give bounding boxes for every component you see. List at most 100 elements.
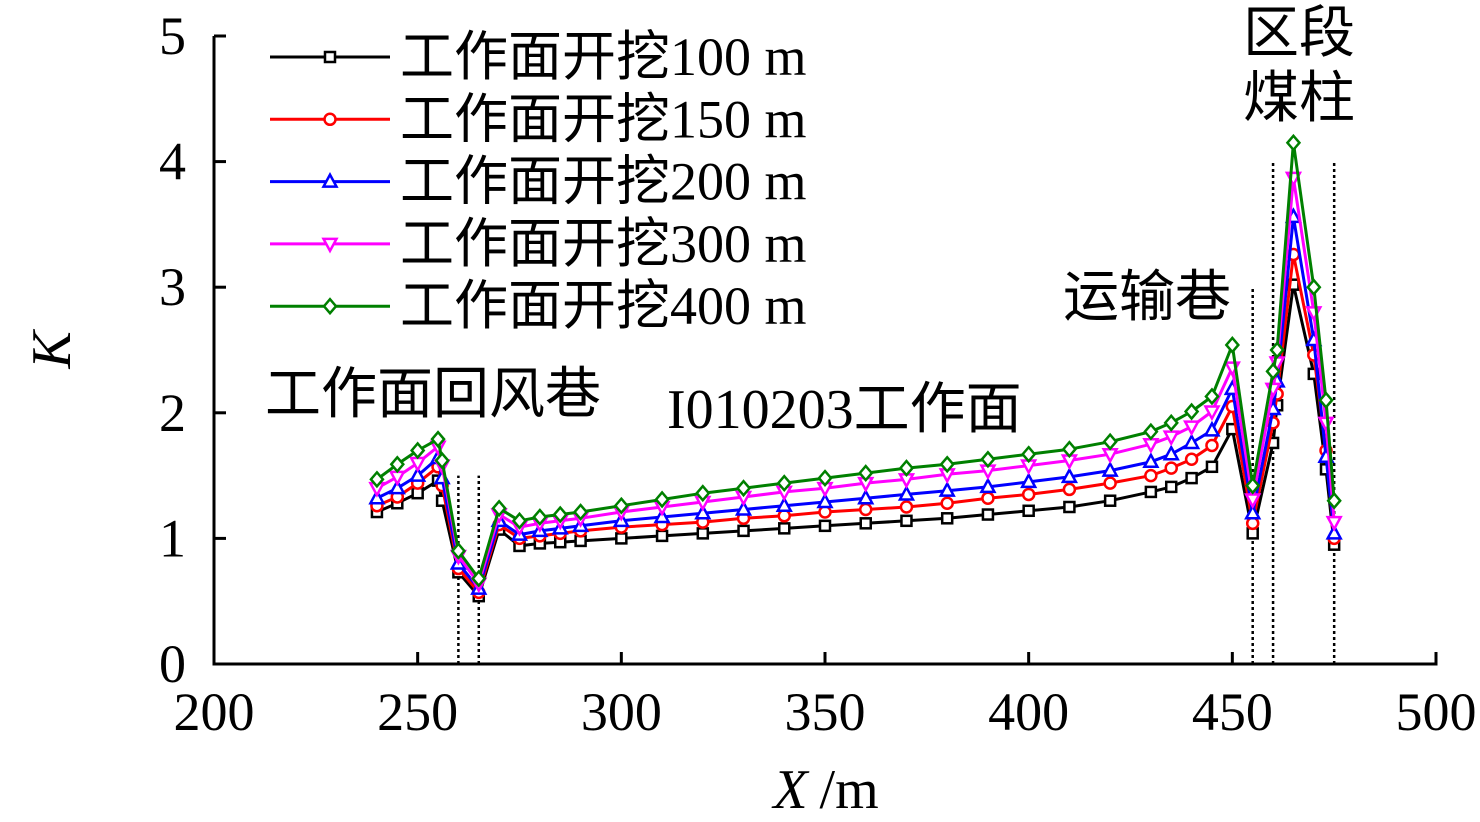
x-axis-label: X/m <box>771 759 878 821</box>
data-point <box>1143 422 1159 441</box>
data-point <box>1101 447 1119 464</box>
data-point <box>980 450 996 469</box>
data-point <box>1022 504 1035 518</box>
legend-entry: 工作面开挖100 m <box>270 27 807 87</box>
data-point <box>450 542 467 560</box>
data-point <box>981 491 995 505</box>
data-point <box>1144 468 1158 483</box>
x-tick-label: 400 <box>988 682 1069 742</box>
data-point <box>1203 405 1221 422</box>
data-point <box>1183 433 1201 450</box>
legend-entry: 工作面开挖200 m <box>270 152 807 212</box>
data-point <box>369 470 385 489</box>
data-point <box>897 484 916 501</box>
data-point <box>981 508 995 521</box>
legend-marker <box>321 171 339 188</box>
series-4 <box>369 133 1342 588</box>
data-point <box>1245 476 1261 495</box>
data-point <box>940 496 954 510</box>
data-point <box>1183 420 1201 437</box>
legend-label: 工作面开挖100 m <box>400 27 807 87</box>
data-point <box>1326 491 1342 510</box>
legend-label: 工作面开挖300 m <box>400 214 807 274</box>
data-point <box>899 500 914 514</box>
data-point <box>778 522 791 535</box>
data-point <box>1204 387 1220 406</box>
annotation-haulage-roadway: 运输巷 <box>1063 267 1231 329</box>
data-point <box>409 456 427 473</box>
x-axis-label-variable: X <box>771 759 810 821</box>
data-point <box>1144 485 1158 499</box>
y-tick-label: 2 <box>159 383 186 443</box>
data-point <box>1142 437 1160 454</box>
data-point <box>940 512 954 525</box>
data-point <box>430 430 446 449</box>
data-point <box>434 451 450 470</box>
data-point <box>388 478 406 495</box>
data-point <box>818 519 832 533</box>
legend-entry: 工作面开挖300 m <box>270 214 807 274</box>
data-point <box>389 455 405 474</box>
data-point <box>1021 487 1036 502</box>
data-point <box>1103 476 1117 490</box>
data-point <box>1205 438 1219 453</box>
data-point <box>409 465 427 482</box>
data-point <box>775 496 793 512</box>
annotation-working-face: I010203工作面 <box>667 379 1022 441</box>
legend-label: 工作面开挖400 m <box>400 276 807 336</box>
x-tick-label: 500 <box>1396 682 1477 742</box>
data-point <box>1183 402 1200 421</box>
data-point <box>737 524 750 538</box>
data-point <box>776 474 792 493</box>
data-point <box>857 488 875 505</box>
data-point <box>1285 133 1302 152</box>
legend-marker <box>322 297 338 316</box>
annotation-return-airway: 工作面回风巷 <box>265 364 601 426</box>
series-layer <box>368 133 1343 603</box>
data-point <box>1162 444 1180 461</box>
data-point <box>1021 445 1037 464</box>
y-tick-label: 0 <box>159 634 186 694</box>
x-axis-label-unit: /m <box>820 759 879 821</box>
y-axis-label: K <box>21 329 83 370</box>
data-point <box>1103 494 1117 507</box>
data-point <box>655 529 669 543</box>
data-point <box>388 470 406 487</box>
data-point <box>1185 471 1198 485</box>
legend-label: 工作面开挖200 m <box>400 152 807 212</box>
y-tick-label: 4 <box>159 132 186 192</box>
data-point <box>1101 460 1119 477</box>
data-point <box>817 469 833 488</box>
y-tick-label: 3 <box>159 257 186 317</box>
data-point <box>1269 341 1285 359</box>
y-tick-label: 5 <box>159 6 186 66</box>
data-point <box>938 481 956 497</box>
data-point <box>1164 461 1178 475</box>
data-point <box>939 455 955 474</box>
x-tick-label: 450 <box>1192 682 1273 742</box>
data-point <box>694 503 712 520</box>
data-point <box>898 459 915 477</box>
data-point <box>572 503 589 521</box>
data-point <box>1306 278 1322 297</box>
data-point <box>858 464 874 483</box>
data-point <box>491 499 507 518</box>
data-point <box>1184 452 1199 467</box>
legend-entry: 工作面开挖150 m <box>270 89 807 149</box>
data-point <box>615 532 628 545</box>
legend-label: 工作面开挖150 m <box>400 89 807 149</box>
legend-marker <box>323 50 337 64</box>
data-point <box>1203 420 1221 437</box>
data-point <box>734 499 753 516</box>
data-point <box>532 508 548 526</box>
data-point <box>1224 336 1240 354</box>
data-point <box>859 517 872 530</box>
x-tick-label: 350 <box>785 682 866 742</box>
data-point <box>1164 480 1178 494</box>
data-point <box>1265 362 1281 381</box>
data-point <box>1063 500 1076 514</box>
data-point <box>613 496 629 515</box>
legend-entry: 工作面开挖400 m <box>270 276 807 336</box>
